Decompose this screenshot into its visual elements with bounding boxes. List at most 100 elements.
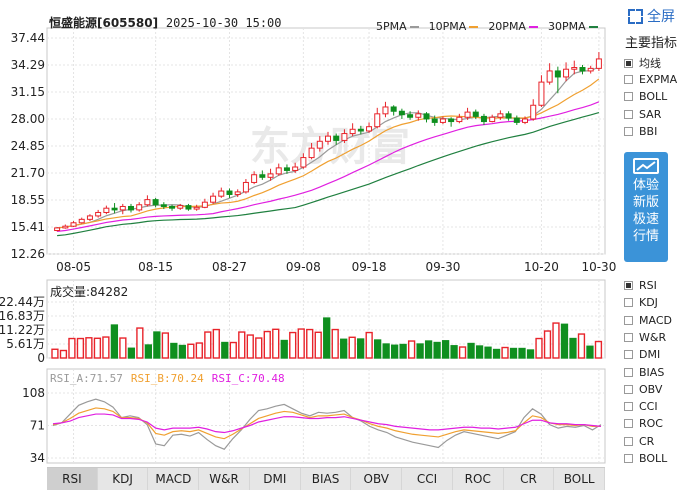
indicator-option-boll[interactable]: BOLL: [624, 452, 667, 465]
indicator-option-roc[interactable]: ROC: [624, 417, 663, 430]
candle-body: [423, 113, 430, 120]
candle: [538, 75, 545, 107]
tab-macd[interactable]: MACD: [148, 468, 200, 490]
candle: [489, 114, 496, 123]
ma-legend-label: 20PMA: [488, 20, 526, 33]
indicator-option-rsi[interactable]: RSI: [624, 279, 657, 292]
indicator-option-label: CR: [639, 434, 655, 448]
volume-bar: [552, 322, 560, 359]
volume-bar: [467, 342, 475, 359]
checkbox-icon[interactable]: [624, 419, 633, 429]
tab-boll[interactable]: BOLL: [554, 468, 606, 490]
candle-body: [390, 106, 397, 112]
checkbox-icon[interactable]: [624, 315, 633, 325]
candle: [374, 107, 381, 129]
chart-header: 恒盛能源[605580] 2025-10-30 15:00: [49, 14, 282, 31]
checkbox-icon[interactable]: [624, 58, 633, 68]
volume-bar: [535, 337, 543, 359]
rsi-panel-frame: [46, 368, 606, 464]
candle-body: [210, 195, 217, 203]
candle: [546, 63, 553, 85]
volume-bar: [93, 337, 102, 359]
tab-obv[interactable]: OBV: [351, 468, 403, 490]
candle-body: [283, 167, 290, 171]
tab-cr[interactable]: CR: [504, 468, 555, 490]
tab-rsi[interactable]: RSI: [47, 468, 98, 490]
indicator-option-dmi[interactable]: DMI: [624, 348, 660, 361]
checkbox-icon[interactable]: [624, 298, 633, 308]
volume-tick-label: 16.83万: [0, 309, 45, 323]
volume-bar: [136, 327, 144, 359]
candle-body: [587, 67, 594, 72]
date-tick-label: 09-08: [286, 260, 321, 274]
indicator-option-cci[interactable]: CCI: [624, 400, 658, 413]
candle-body: [595, 58, 602, 69]
indicator-option-obv[interactable]: OBV: [624, 383, 662, 396]
indicator-option-wr[interactable]: W&R: [624, 331, 666, 344]
checkbox-icon[interactable]: [624, 127, 633, 136]
candle-body: [177, 205, 184, 209]
tab-cci[interactable]: CCI: [402, 468, 453, 490]
checkbox-icon[interactable]: [624, 281, 633, 290]
volume-bar: [161, 332, 169, 359]
checkbox-icon[interactable]: [624, 350, 633, 360]
indicator-option-label: CCI: [639, 400, 658, 414]
volume-bar: [484, 346, 492, 359]
indicator-option-boll[interactable]: BOLL: [624, 90, 667, 103]
indicator-option-均线[interactable]: 均线: [624, 55, 661, 71]
checkbox-icon[interactable]: [624, 384, 633, 394]
indicator-option-bbi[interactable]: BBI: [624, 125, 657, 138]
checkbox-icon[interactable]: [624, 436, 633, 446]
indicator-option-kdj[interactable]: KDJ: [624, 296, 658, 309]
checkbox-icon[interactable]: [624, 367, 633, 377]
candle: [349, 123, 356, 137]
fullscreen-button[interactable]: 全屏: [628, 6, 675, 26]
indicator-option-cr[interactable]: CR: [624, 435, 654, 448]
volume-bar: [569, 337, 577, 359]
promo-text-line: 极速: [632, 212, 659, 227]
tab-wr[interactable]: W&R: [199, 468, 250, 490]
checkbox-icon[interactable]: [624, 92, 633, 101]
candle: [242, 179, 249, 194]
indicator-side-panel: 全屏 主要指标 均线 EXPMA BOLL SAR BBI 体验 新版 极速 行情 RSI KD…: [622, 0, 693, 500]
tab-roc[interactable]: ROC: [453, 468, 504, 490]
ma-legend: 5PMA 10PMA 20PMA 30PMA: [376, 15, 598, 34]
checkbox-icon[interactable]: [624, 74, 633, 84]
ma-legend-swatch: [528, 25, 538, 28]
volume-bar: [144, 344, 153, 359]
candle: [415, 110, 422, 121]
candle-body: [497, 113, 504, 118]
candle: [571, 60, 578, 75]
indicator-option-macd[interactable]: MACD: [624, 314, 672, 327]
candle: [398, 108, 405, 119]
volume-bar: [416, 343, 424, 359]
price-panel-frame: [46, 27, 606, 255]
volume-bar: [221, 341, 229, 359]
checkbox-icon[interactable]: [624, 402, 633, 412]
candle-body: [374, 113, 381, 128]
indicator-option-expma[interactable]: EXPMA: [624, 73, 677, 86]
candle: [357, 125, 364, 135]
promo-text-line: 体验: [632, 178, 659, 193]
price-tick-label: 28.00: [11, 112, 45, 126]
indicator-option-bias[interactable]: BIAS: [624, 366, 664, 379]
new-version-promo-button[interactable]: 体验 新版 极速 行情: [624, 152, 668, 262]
candle-body: [95, 211, 102, 217]
checkbox-icon[interactable]: [624, 109, 633, 119]
candle: [185, 203, 192, 211]
checkbox-icon[interactable]: [624, 454, 633, 463]
indicator-option-sar[interactable]: SAR: [624, 108, 661, 121]
candle-body: [316, 140, 323, 149]
candle: [325, 131, 331, 145]
checkbox-icon[interactable]: [624, 332, 633, 342]
candle-body: [111, 207, 118, 211]
tab-dmi[interactable]: DMI: [250, 468, 301, 490]
candle: [530, 99, 537, 121]
candle-body: [201, 201, 208, 208]
date-tick-label: 09-18: [352, 260, 387, 274]
tab-bias[interactable]: BIAS: [301, 468, 352, 490]
candle-body: [226, 190, 233, 195]
tab-kdj[interactable]: KDJ: [98, 468, 149, 490]
candle: [300, 153, 307, 169]
